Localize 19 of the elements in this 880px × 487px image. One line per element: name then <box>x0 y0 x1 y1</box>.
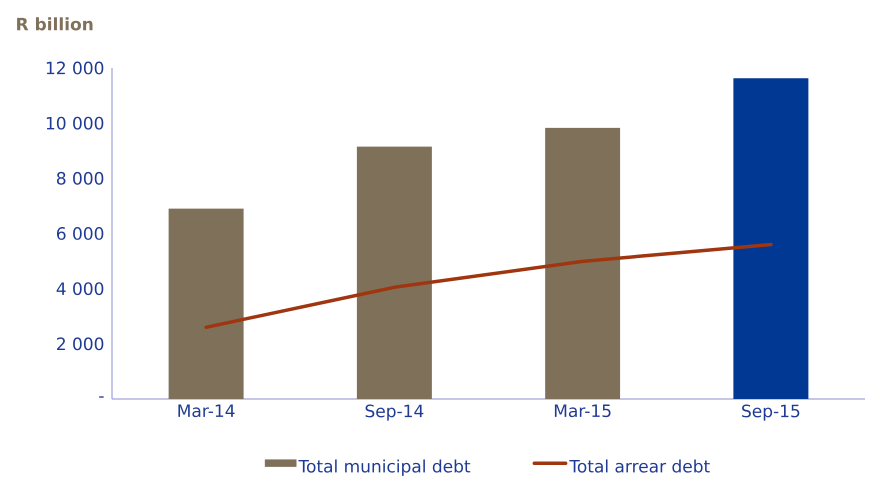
y-axis-title: R billion <box>17 17 92 30</box>
y-tick-label: 2 000 <box>57 337 104 350</box>
y-tick-label: 6 000 <box>56 227 104 240</box>
x-tick-label: Sep-14 <box>366 404 424 421</box>
line-series <box>204 242 773 330</box>
bar <box>356 146 432 399</box>
bar <box>168 208 244 399</box>
x-tick-label: Mar-15 <box>554 404 611 418</box>
x-tick-label: Sep-15 <box>742 404 800 421</box>
y-tick-label: 10 000 <box>46 116 104 130</box>
y-tick-label: 4 000 <box>56 282 104 296</box>
y-tick-label: 12 000 <box>46 62 104 74</box>
legend-label: Total arrear debt <box>569 459 710 473</box>
y-tick-label: 8 000 <box>56 172 104 185</box>
legend-label: Total municipal debt <box>298 459 470 476</box>
bar <box>733 78 808 399</box>
x-tick-label: Mar-14 <box>178 404 235 418</box>
bar <box>545 128 620 399</box>
y-tick-label: - <box>99 396 104 398</box>
